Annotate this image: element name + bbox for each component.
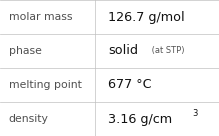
Text: phase: phase — [9, 46, 42, 56]
Text: molar mass: molar mass — [9, 12, 72, 22]
Text: 3.16 g/cm: 3.16 g/cm — [108, 112, 173, 126]
Text: 677 °C: 677 °C — [108, 78, 152, 92]
Text: density: density — [9, 114, 49, 124]
Text: 126.7 g/mol: 126.7 g/mol — [108, 10, 185, 24]
Text: melting point: melting point — [9, 80, 82, 90]
Text: (at STP): (at STP) — [149, 47, 185, 55]
Text: 3: 3 — [192, 109, 198, 118]
Text: solid: solid — [108, 44, 138, 58]
